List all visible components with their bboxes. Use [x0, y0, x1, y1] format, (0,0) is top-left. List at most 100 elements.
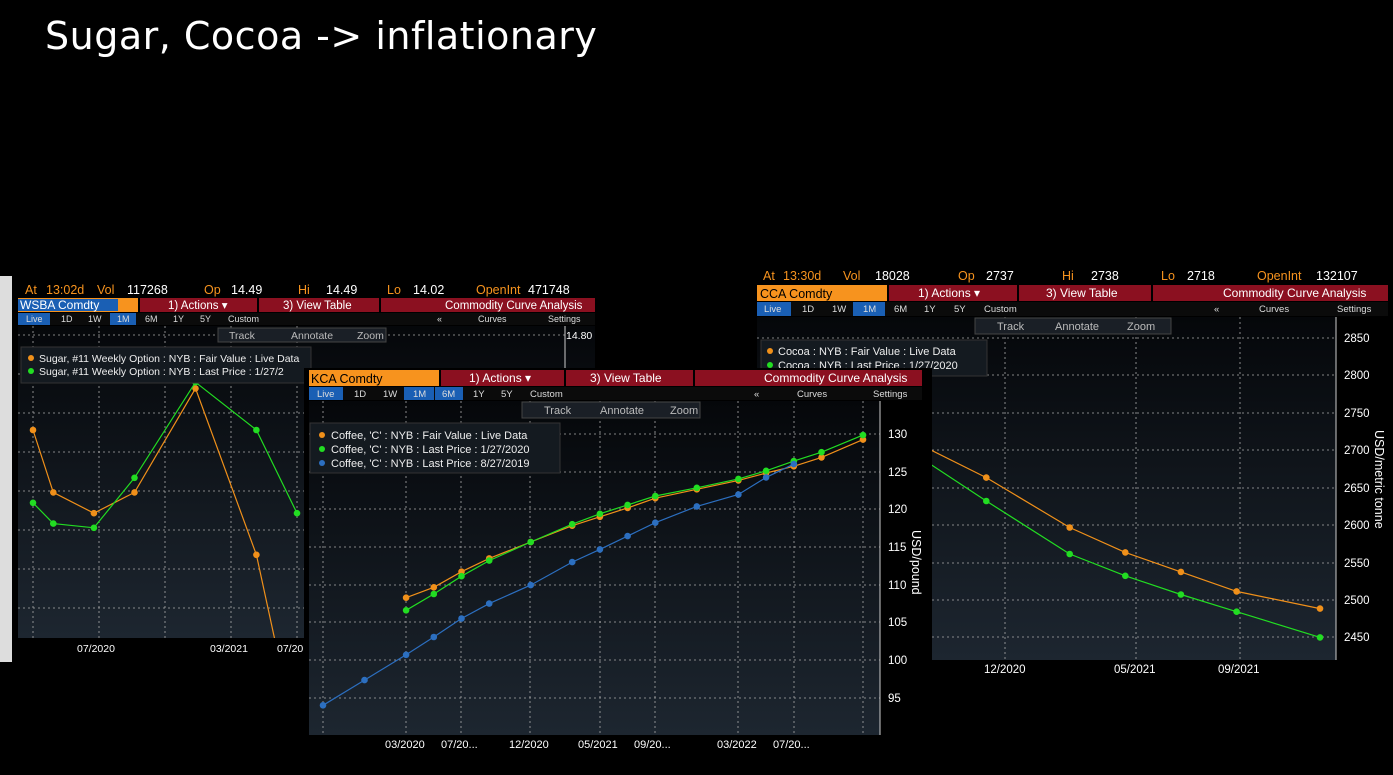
range-1y[interactable]: 1Y	[473, 389, 485, 400]
range-6m-button[interactable]	[435, 387, 463, 400]
data-point	[693, 503, 701, 510]
data-point	[253, 426, 260, 434]
slide-title: Sugar, Cocoa -> inflationary	[45, 14, 598, 58]
range-1y[interactable]: 1Y	[173, 314, 184, 324]
data-point	[458, 615, 465, 622]
collapse-icon[interactable]: «	[754, 389, 759, 400]
data-point	[402, 594, 410, 601]
range-6m[interactable]: 6M	[145, 314, 158, 324]
legend	[309, 422, 561, 474]
range-5y[interactable]: 5Y	[501, 389, 513, 400]
data-point	[762, 474, 770, 481]
range-1m[interactable]: 1M	[413, 389, 426, 400]
data-point	[253, 551, 260, 559]
data-point	[361, 676, 368, 684]
range-live[interactable]: Live	[26, 314, 43, 324]
range-5y[interactable]: 5Y	[200, 314, 211, 324]
range-custom[interactable]: Custom	[228, 314, 259, 324]
quote-hi-label: Hi	[298, 283, 310, 297]
quote-op-label: Op	[204, 283, 221, 297]
range-live-button[interactable]	[757, 302, 791, 316]
y-tick: 110	[888, 580, 906, 592]
legend-item: Sugar, #11 Weekly Option : NYB : Last Pr…	[39, 366, 284, 378]
data-point	[131, 489, 138, 496]
quote-oi-value: 132107	[1316, 270, 1358, 283]
range-1w[interactable]: 1W	[383, 389, 397, 400]
y-tick: 2550	[1344, 558, 1370, 570]
zoom-button[interactable]: Zoom	[670, 405, 698, 417]
view-table-button[interactable]	[259, 298, 379, 312]
settings-button[interactable]: Settings	[548, 314, 581, 324]
actions-menu[interactable]	[441, 370, 564, 386]
zoom-button[interactable]: Zoom	[1127, 321, 1155, 333]
range-live-button[interactable]	[18, 313, 50, 325]
range-1m-button[interactable]	[853, 302, 885, 316]
quote-at-label: At	[763, 270, 775, 283]
range-1w[interactable]: 1W	[832, 304, 846, 315]
ticker-label: CCA Comdty	[760, 287, 833, 301]
range-6m[interactable]: 6M	[894, 304, 907, 315]
settings-button[interactable]: Settings	[1337, 304, 1372, 315]
data-point	[402, 651, 410, 659]
ticker-box[interactable]	[757, 285, 887, 301]
legend-old-marker	[319, 460, 325, 466]
x-tick: 07/2020	[77, 643, 115, 655]
range-6m[interactable]: 6M	[442, 389, 455, 400]
y-tick: 2600	[1344, 520, 1370, 532]
range-1m[interactable]: 1M	[863, 304, 876, 315]
range-5y[interactable]: 5Y	[954, 304, 966, 315]
data-point	[527, 581, 534, 589]
track-button[interactable]: Track	[544, 405, 572, 417]
track-button[interactable]: Track	[997, 321, 1025, 333]
collapse-icon[interactable]: «	[437, 314, 442, 324]
range-1d[interactable]: 1D	[61, 314, 73, 324]
curves-button[interactable]: Curves	[797, 389, 827, 400]
view-table-button[interactable]	[566, 370, 693, 386]
annotate-button[interactable]: Annotate	[1055, 321, 1099, 333]
track-button[interactable]: Track	[229, 330, 256, 342]
annotate-button[interactable]: Annotate	[291, 330, 333, 342]
data-point	[485, 557, 493, 564]
curves-button[interactable]: Curves	[478, 314, 507, 324]
data-point	[762, 467, 770, 475]
data-point	[402, 607, 410, 614]
legend-item: Coffee, 'C' : NYB : Fair Value : Live Da…	[331, 430, 528, 442]
range-custom[interactable]: Custom	[530, 389, 563, 400]
range-1d[interactable]: 1D	[802, 304, 814, 315]
actions-menu[interactable]	[140, 298, 257, 312]
actions-menu[interactable]	[889, 285, 1017, 301]
zoom-button[interactable]: Zoom	[357, 330, 384, 342]
range-1m-button[interactable]	[404, 387, 434, 400]
collapse-icon[interactable]: «	[1214, 304, 1219, 315]
ticker-box[interactable]	[309, 370, 439, 386]
data-point	[596, 510, 604, 518]
range-1m[interactable]: 1M	[117, 314, 130, 324]
data-point	[319, 702, 327, 709]
quote-lo-value: 14.02	[413, 283, 444, 297]
quote-op-label: Op	[958, 270, 975, 283]
range-live[interactable]: Live	[317, 389, 334, 400]
quote-line: At 13:02d Vol 117268 Op 14.49 Hi 14.49 L…	[25, 283, 570, 297]
curve-analysis-label: Commodity Curve Analysis	[445, 300, 583, 312]
range-live-button[interactable]	[309, 387, 343, 400]
curves-button[interactable]: Curves	[1259, 304, 1289, 315]
view-table-button[interactable]	[1019, 285, 1151, 301]
view-table-label: 3) View Table	[590, 371, 662, 385]
data-point	[485, 600, 493, 607]
range-live[interactable]: Live	[764, 304, 781, 315]
curve-analysis-label: Commodity Curve Analysis	[1223, 286, 1366, 300]
range-1d[interactable]: 1D	[354, 389, 366, 400]
x-tick: 12/2020	[984, 664, 1026, 676]
legend	[20, 346, 312, 384]
range-1m-button[interactable]	[110, 313, 136, 325]
legend-fair-marker	[767, 348, 773, 354]
y-tick: 2750	[1344, 408, 1370, 420]
range-1w[interactable]: 1W	[88, 314, 102, 324]
data-point	[983, 497, 990, 505]
data-point	[818, 454, 825, 461]
range-custom[interactable]: Custom	[984, 304, 1017, 315]
annotate-button[interactable]: Annotate	[600, 405, 644, 417]
settings-button[interactable]: Settings	[873, 389, 908, 400]
range-1y[interactable]: 1Y	[924, 304, 936, 315]
legend-last-marker	[28, 368, 34, 374]
